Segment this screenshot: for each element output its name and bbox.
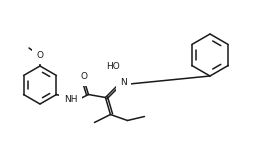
Text: NH: NH [64, 95, 77, 104]
Text: N: N [120, 78, 127, 87]
Text: O: O [37, 51, 44, 60]
Text: HO: HO [106, 62, 120, 71]
Text: O: O [81, 72, 88, 81]
